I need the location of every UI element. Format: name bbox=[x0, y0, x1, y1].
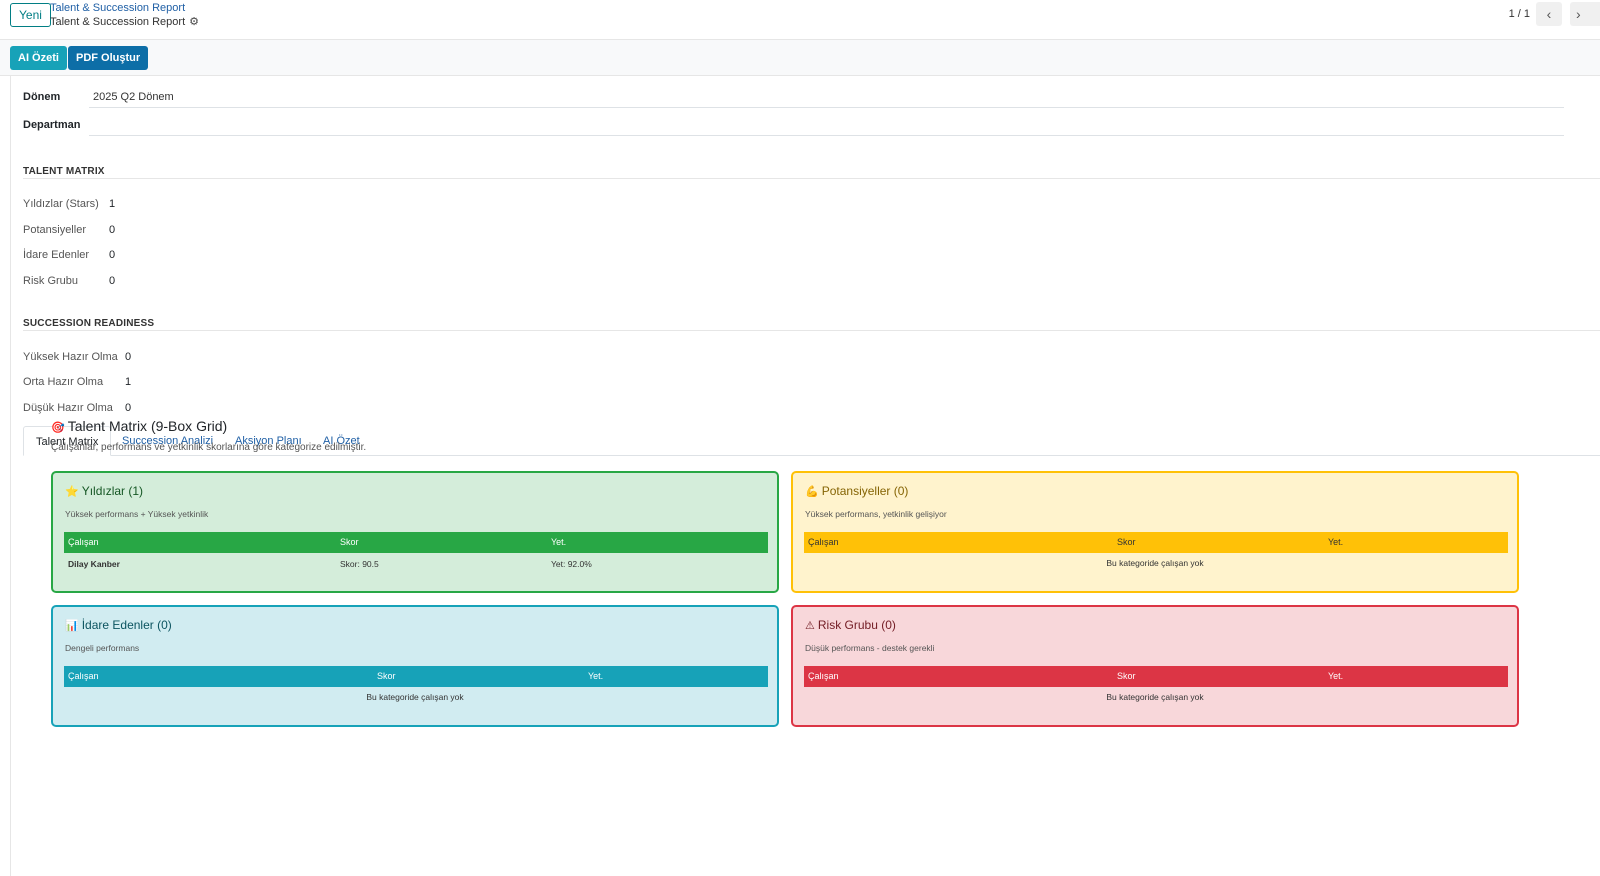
top-bar: Yeni Talent & Succession Report Talent &… bbox=[0, 0, 1600, 40]
risk-box-title: ⚠ Risk Grubu (0) bbox=[805, 618, 896, 632]
matrix-subtitle: Çalışanlar, performans ve yetkinlik skor… bbox=[51, 442, 367, 453]
matrix-title-text: Talent Matrix (9-Box Grid) bbox=[67, 418, 228, 434]
risk-box-title-text: Risk Grubu (0) bbox=[817, 618, 896, 632]
target-icon: 🎯 bbox=[51, 422, 65, 434]
stars-box-desc: Yüksek performans + Yüksek yetkinlik bbox=[65, 509, 209, 519]
form-sheet: Dönem 2025 Q2 Dönem Departman TALENT MAT… bbox=[10, 76, 1600, 876]
stat-value-risk: 0 bbox=[109, 275, 116, 287]
table-header: Çalışan Skor Yet. bbox=[804, 666, 1508, 687]
stat-value-low-readiness: 0 bbox=[125, 402, 132, 414]
pdf-create-button[interactable]: PDF Oluştur bbox=[68, 46, 149, 70]
notebook-tabs: Talent Matrix Succession Analizi Aksiyon… bbox=[23, 426, 1600, 456]
stars-box-title-text: Yıldızlar (1) bbox=[81, 484, 144, 498]
employee-name: Dilay Kanber bbox=[68, 559, 120, 569]
empty-message: Bu kategoride çalışan yok bbox=[366, 692, 464, 702]
col-employee: Çalışan bbox=[68, 671, 99, 681]
stat-label-potentials: Potansiyeller bbox=[23, 224, 86, 236]
potentials-box-title-text: Potansiyeller (0) bbox=[821, 484, 909, 498]
potentials-box-title: 💪 Potansiyeller (0) bbox=[805, 484, 908, 498]
stat-label-medium-readiness: Orta Hazır Olma bbox=[23, 376, 104, 388]
section-divider bbox=[23, 330, 1600, 331]
stat-value-medium-readiness: 1 bbox=[125, 376, 132, 388]
empty-message: Bu kategoride çalışan yok bbox=[1106, 558, 1204, 568]
col-employee: Çalışan bbox=[808, 671, 839, 681]
managers-box: 📊 İdare Edenler (0) Dengeli performans Ça… bbox=[51, 605, 779, 727]
table-header: Çalışan Skor Yet. bbox=[804, 532, 1508, 553]
breadcrumb-current-label: Talent & Succession Report bbox=[50, 16, 186, 28]
breadcrumb-parent-link[interactable]: Talent & Succession Report bbox=[50, 2, 186, 14]
employee-competency: Yet: 92.0% bbox=[551, 559, 592, 569]
period-underline bbox=[89, 107, 1564, 108]
gear-icon[interactable]: ⚙ bbox=[189, 16, 200, 28]
stat-value-managers: 0 bbox=[109, 249, 116, 261]
succession-section-title: SUCCESSION READINESS bbox=[23, 318, 155, 329]
col-score: Skor bbox=[377, 671, 396, 681]
risk-box: ⚠ Risk Grubu (0) Düşük performans - deste… bbox=[791, 605, 1519, 727]
pager-value[interactable]: 1 / 1 bbox=[1508, 8, 1530, 20]
table-row[interactable]: Dilay Kanber Skor: 90.5 Yet: 92.0% bbox=[64, 554, 768, 574]
new-button[interactable]: Yeni bbox=[10, 3, 51, 27]
breadcrumb-current: Talent & Succession Report ⚙ bbox=[50, 15, 199, 28]
bar-chart-icon: 📊 bbox=[65, 620, 79, 632]
tab-ai-summary[interactable]: AI Özet bbox=[323, 435, 360, 447]
tab-talent-matrix[interactable]: Talent Matrix bbox=[23, 426, 112, 456]
managers-box-title: 📊 İdare Edenler (0) bbox=[65, 618, 172, 632]
section-divider bbox=[23, 178, 1600, 179]
chevron-left-icon[interactable]: ‹ bbox=[1536, 2, 1562, 26]
stat-value-stars: 1 bbox=[109, 198, 116, 210]
stat-label-stars: Yıldızlar (Stars) bbox=[23, 198, 99, 210]
col-employee: Çalışan bbox=[808, 537, 839, 547]
stat-label-low-readiness: Düşük Hazır Olma bbox=[23, 402, 113, 414]
empty-message: Bu kategoride çalışan yok bbox=[1106, 692, 1204, 702]
period-label: Dönem bbox=[23, 91, 61, 103]
matrix-title: 🎯 Talent Matrix (9-Box Grid) bbox=[51, 418, 227, 434]
stars-box: ⭐ Yıldızlar (1) Yüksek performans + Yükse… bbox=[51, 471, 779, 593]
action-bar: AI Özeti PDF Oluştur bbox=[0, 40, 1600, 76]
stat-value-high-readiness: 0 bbox=[125, 351, 132, 363]
star-icon: ⭐ bbox=[65, 486, 79, 498]
stat-value-potentials: 0 bbox=[109, 224, 116, 236]
warning-icon: ⚠ bbox=[805, 620, 815, 632]
col-score: Skor bbox=[1117, 671, 1136, 681]
risk-box-desc: Düşük performans - destek gerekli bbox=[805, 643, 935, 653]
ai-summary-button[interactable]: AI Özeti bbox=[10, 46, 67, 70]
stat-label-managers: İdare Edenler bbox=[23, 249, 90, 261]
table-header: Çalışan Skor Yet. bbox=[64, 666, 768, 687]
col-competency: Yet. bbox=[1328, 671, 1344, 681]
stars-box-title: ⭐ Yıldızlar (1) bbox=[65, 484, 143, 498]
potentials-box: 💪 Potansiyeller (0) Yüksek performans, ye… bbox=[791, 471, 1519, 593]
col-score: Skor bbox=[1117, 537, 1136, 547]
period-field[interactable]: 2025 Q2 Dönem bbox=[93, 91, 174, 103]
tab-action-plan[interactable]: Aksiyon Planı bbox=[235, 435, 302, 447]
table-header: Çalışan Skor Yet. bbox=[64, 532, 768, 553]
employee-score: Skor: 90.5 bbox=[340, 559, 379, 569]
managers-box-title-text: İdare Edenler (0) bbox=[81, 618, 172, 632]
col-score: Skor bbox=[340, 537, 359, 547]
department-label: Departman bbox=[23, 119, 81, 131]
stat-label-risk: Risk Grubu bbox=[23, 275, 79, 287]
department-underline bbox=[89, 135, 1564, 136]
col-competency: Yet. bbox=[1328, 537, 1344, 547]
potentials-box-desc: Yüksek performans, yetkinlik gelişiyor bbox=[805, 509, 947, 519]
muscle-icon: 💪 bbox=[805, 486, 819, 498]
managers-box-desc: Dengeli performans bbox=[65, 643, 140, 653]
col-employee: Çalışan bbox=[68, 537, 99, 547]
tab-succession-analysis[interactable]: Succession Analizi bbox=[122, 435, 214, 447]
col-competency: Yet. bbox=[588, 671, 604, 681]
col-competency: Yet. bbox=[551, 537, 567, 547]
talent-matrix-section-title: TALENT MATRIX bbox=[23, 166, 105, 177]
chevron-right-icon[interactable]: › bbox=[1570, 2, 1600, 26]
stat-label-high-readiness: Yüksek Hazır Olma bbox=[23, 351, 118, 363]
